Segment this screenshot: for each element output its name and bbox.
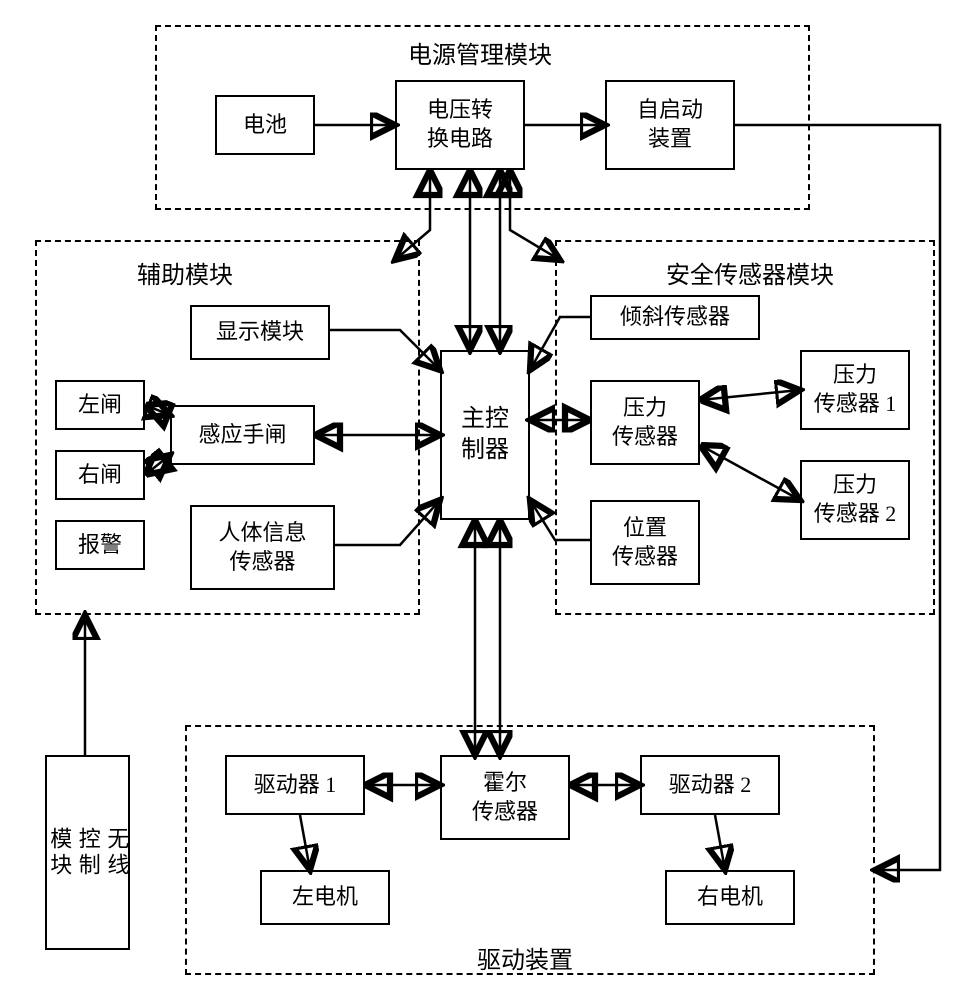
driver1-box: 驱动器 1 (225, 755, 365, 815)
power-module-title: 电源管理模块 (380, 35, 580, 70)
display-label: 显示模块 (216, 318, 304, 347)
driver2-label: 驱动器 2 (669, 771, 752, 800)
left-brake-label: 左闸 (78, 391, 122, 420)
handbrake-box: 感应手闸 (170, 405, 315, 465)
wireless-label: 无线 控制 模块 (45, 827, 131, 879)
right-brake-box: 右闸 (55, 450, 145, 500)
tilt-label: 倾斜传感器 (620, 303, 730, 332)
driver2-box: 驱动器 2 (640, 755, 780, 815)
handbrake-label: 感应手闸 (198, 421, 286, 450)
rightmotor-label: 右电机 (697, 883, 763, 912)
alarm-box: 报警 (55, 520, 145, 570)
main-controller-label: 主控 制器 (461, 404, 509, 466)
pressure2-label: 压力 传感器 2 (814, 471, 897, 528)
battery-label: 电池 (243, 111, 287, 140)
pressure1-box: 压力 传感器 1 (800, 350, 910, 430)
driver1-label: 驱动器 1 (254, 771, 337, 800)
drive-module-title: 驱动装置 (450, 940, 600, 975)
alarm-label: 报警 (78, 531, 122, 560)
left-brake-box: 左闸 (55, 380, 145, 430)
selfstart-label: 自启动 装置 (637, 96, 703, 153)
battery-box: 电池 (215, 95, 315, 155)
rightmotor-box: 右电机 (665, 870, 795, 925)
aux-module-title: 辅助模块 (110, 255, 260, 290)
pressure-label: 压力 传感器 (612, 394, 678, 451)
selfstart-box: 自启动 装置 (605, 80, 735, 170)
human-box: 人体信息 传感器 (190, 505, 335, 590)
pressure-box: 压力 传感器 (590, 380, 700, 465)
voltage-label: 电压转 换电路 (427, 96, 493, 153)
pressure2-box: 压力 传感器 2 (800, 460, 910, 540)
safety-module-title: 安全传感器模块 (640, 255, 860, 290)
main-controller-box: 主控 制器 (440, 350, 530, 520)
leftmotor-box: 左电机 (260, 870, 390, 925)
hall-label: 霍尔 传感器 (472, 769, 538, 826)
right-brake-label: 右闸 (78, 461, 122, 490)
wireless-box: 无线 控制 模块 (45, 755, 130, 950)
display-box: 显示模块 (190, 305, 330, 360)
leftmotor-label: 左电机 (292, 883, 358, 912)
pressure1-label: 压力 传感器 1 (814, 361, 897, 418)
position-box: 位置 传感器 (590, 500, 700, 585)
hall-box: 霍尔 传感器 (440, 755, 570, 840)
tilt-box: 倾斜传感器 (590, 295, 760, 340)
human-label: 人体信息 传感器 (218, 519, 306, 576)
position-label: 位置 传感器 (612, 514, 678, 571)
voltage-box: 电压转 换电路 (395, 80, 525, 170)
